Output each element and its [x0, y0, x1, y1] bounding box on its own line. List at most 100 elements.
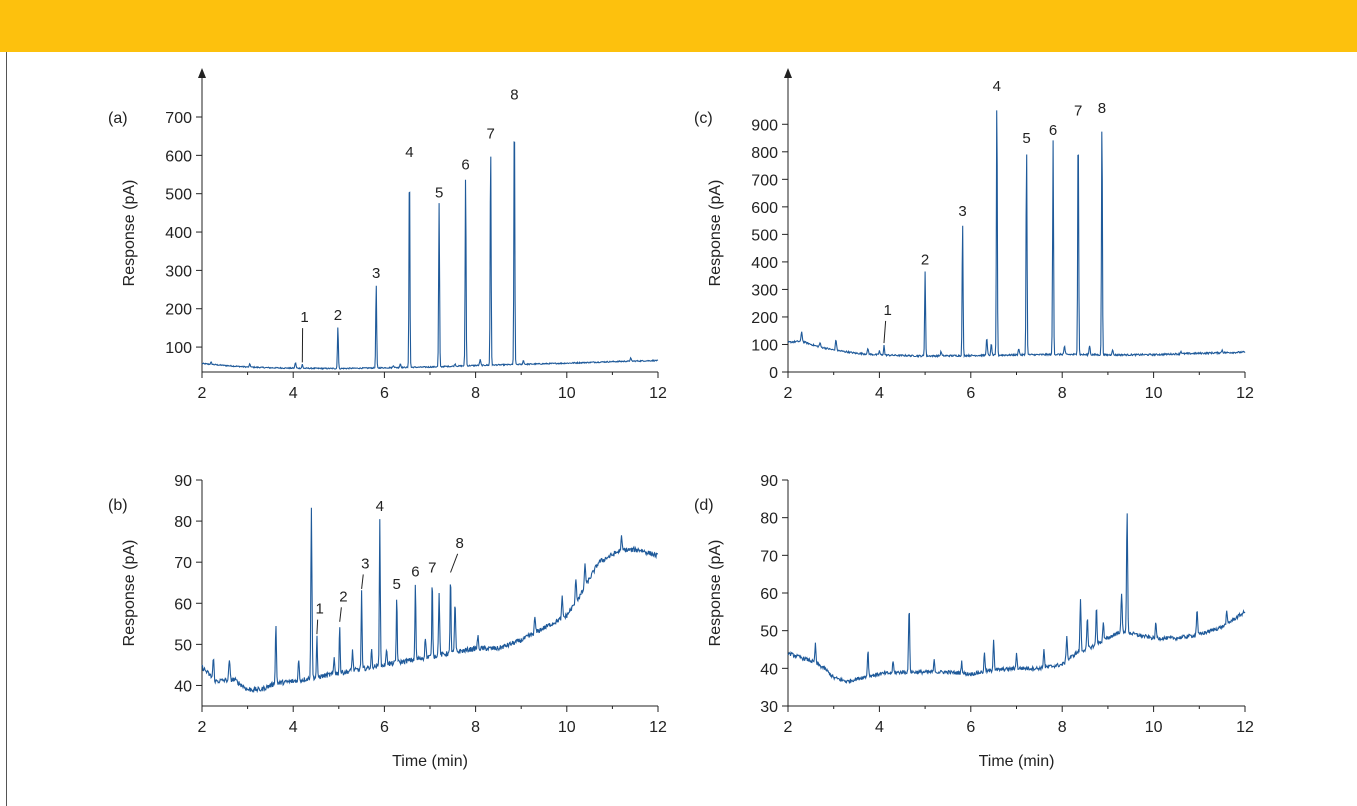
y-tick-label: 40 — [174, 678, 192, 695]
y-tick-label: 40 — [760, 661, 778, 678]
y-tick-label: 700 — [751, 172, 778, 189]
x-tick-label: 8 — [1058, 719, 1067, 736]
x-tick-label: 8 — [471, 719, 480, 736]
x-tick-label: 12 — [1236, 719, 1254, 736]
y-tick-label: 30 — [760, 699, 778, 716]
x-tick-label: 2 — [198, 385, 207, 402]
x-tick-label: 12 — [649, 719, 667, 736]
peak-label: 8 — [1098, 100, 1106, 117]
y-tick-label: 300 — [751, 282, 778, 299]
header-band — [0, 0, 1357, 52]
x-tick-label: 4 — [875, 385, 884, 402]
y-tick-label: 500 — [165, 187, 192, 204]
y-tick-label: 400 — [751, 255, 778, 272]
x-axis-label: Time (min) — [979, 753, 1055, 770]
chart-panel-2: (b) 2 4 6 8 10 12 40 50 60 70 80 90 Response (pA) Time… — [108, 473, 667, 770]
peak-leader-line — [316, 619, 319, 635]
y-axis-label: Response (pA) — [707, 540, 724, 647]
y-tick-label: 200 — [165, 302, 192, 319]
y-tick-label: 500 — [751, 227, 778, 244]
x-tick-label: 4 — [289, 719, 298, 736]
x-tick-label: 2 — [784, 385, 793, 402]
x-tick-label: 10 — [1145, 385, 1163, 402]
peak-label: 4 — [993, 78, 1001, 95]
y-tick-label: 100 — [165, 340, 192, 357]
y-tick-label: 80 — [760, 511, 778, 528]
chart-panel-1: (c)2 4 6 8 10 120100200300400500600700800900R… — [694, 68, 1254, 402]
peak-label: 6 — [411, 564, 419, 581]
x-tick-label: 4 — [289, 385, 298, 402]
peak-label: 5 — [435, 184, 443, 201]
y-axis-label: Response (pA) — [707, 180, 724, 287]
panel-label: (d) — [694, 497, 714, 514]
panel-label: (b) — [108, 497, 128, 514]
peak-label: 6 — [1049, 122, 1057, 139]
peak-label: 8 — [455, 535, 463, 552]
left-border-line — [6, 52, 7, 806]
y-tick-label: 0 — [769, 365, 778, 382]
y-tick-label: 900 — [751, 117, 778, 134]
panel-label: (a) — [108, 110, 128, 127]
x-tick-label: 12 — [1236, 385, 1254, 402]
peak-label: 8 — [510, 87, 518, 104]
x-tick-label: 2 — [784, 719, 793, 736]
peak-label: 2 — [339, 588, 347, 605]
y-tick-label: 50 — [174, 637, 192, 654]
peak-label: 3 — [361, 555, 369, 572]
y-tick-label: 90 — [174, 473, 192, 490]
x-tick-label: 6 — [380, 719, 389, 736]
peak-label: 6 — [461, 156, 469, 173]
peak-label: 2 — [921, 252, 929, 269]
x-tick-label: 10 — [1145, 719, 1163, 736]
x-tick-label: 6 — [966, 385, 975, 402]
y-tick-label: 60 — [174, 596, 192, 613]
peak-label: 3 — [372, 265, 380, 282]
peak-label: 5 — [393, 576, 401, 593]
peak-leader-line — [883, 320, 887, 344]
peak-label: 4 — [405, 144, 413, 161]
x-tick-label: 12 — [649, 385, 667, 402]
chart-panel-3: (d) 2 4 6 8 10 12 30 40 50 60 70 80 90 Response (pA) Ti… — [694, 473, 1254, 770]
y-tick-label: 70 — [174, 555, 192, 572]
x-tick-label: 6 — [966, 719, 975, 736]
peak-label: 4 — [376, 498, 384, 515]
chart-panel-0: (a)2 4 6 8 10 12100200300400500600700Response… — [108, 68, 667, 402]
y-tick-label: 700 — [165, 110, 192, 127]
y-axis-arrow — [198, 68, 206, 78]
y-tick-label: 50 — [760, 624, 778, 641]
peak-leader-line — [361, 574, 364, 590]
peak-label: 5 — [1022, 130, 1030, 147]
x-tick-label: 6 — [380, 385, 389, 402]
x-tick-label: 2 — [198, 719, 207, 736]
x-tick-label: 8 — [471, 385, 480, 402]
y-axis-label: Response (pA) — [121, 180, 138, 287]
peak-leader-line — [450, 553, 459, 573]
y-tick-label: 90 — [760, 473, 778, 490]
y-tick-label: 800 — [751, 145, 778, 162]
peak-label: 7 — [428, 560, 436, 577]
y-tick-label: 600 — [165, 148, 192, 165]
y-axis-label: Response (pA) — [121, 540, 138, 647]
y-tick-label: 300 — [165, 263, 192, 280]
peak-label: 7 — [1074, 103, 1082, 120]
y-tick-label: 80 — [174, 514, 192, 531]
x-tick-label: 10 — [558, 385, 576, 402]
x-tick-label: 8 — [1058, 385, 1067, 402]
peak-label: 1 — [300, 309, 308, 326]
x-tick-label: 4 — [875, 719, 884, 736]
panel-label: (c) — [694, 110, 713, 127]
y-tick-label: 400 — [165, 225, 192, 242]
x-axis-label: Time (min) — [392, 753, 468, 770]
series-line — [787, 110, 1246, 359]
series-line — [787, 513, 1246, 685]
y-axis-arrow — [784, 68, 792, 78]
peak-label: 2 — [334, 307, 342, 324]
y-tick-label: 100 — [751, 337, 778, 354]
series-line — [201, 507, 659, 694]
peak-label: 1 — [883, 302, 891, 319]
peak-label: 7 — [486, 126, 494, 143]
y-tick-label: 200 — [751, 310, 778, 327]
y-tick-label: 70 — [760, 548, 778, 565]
x-tick-label: 10 — [558, 719, 576, 736]
